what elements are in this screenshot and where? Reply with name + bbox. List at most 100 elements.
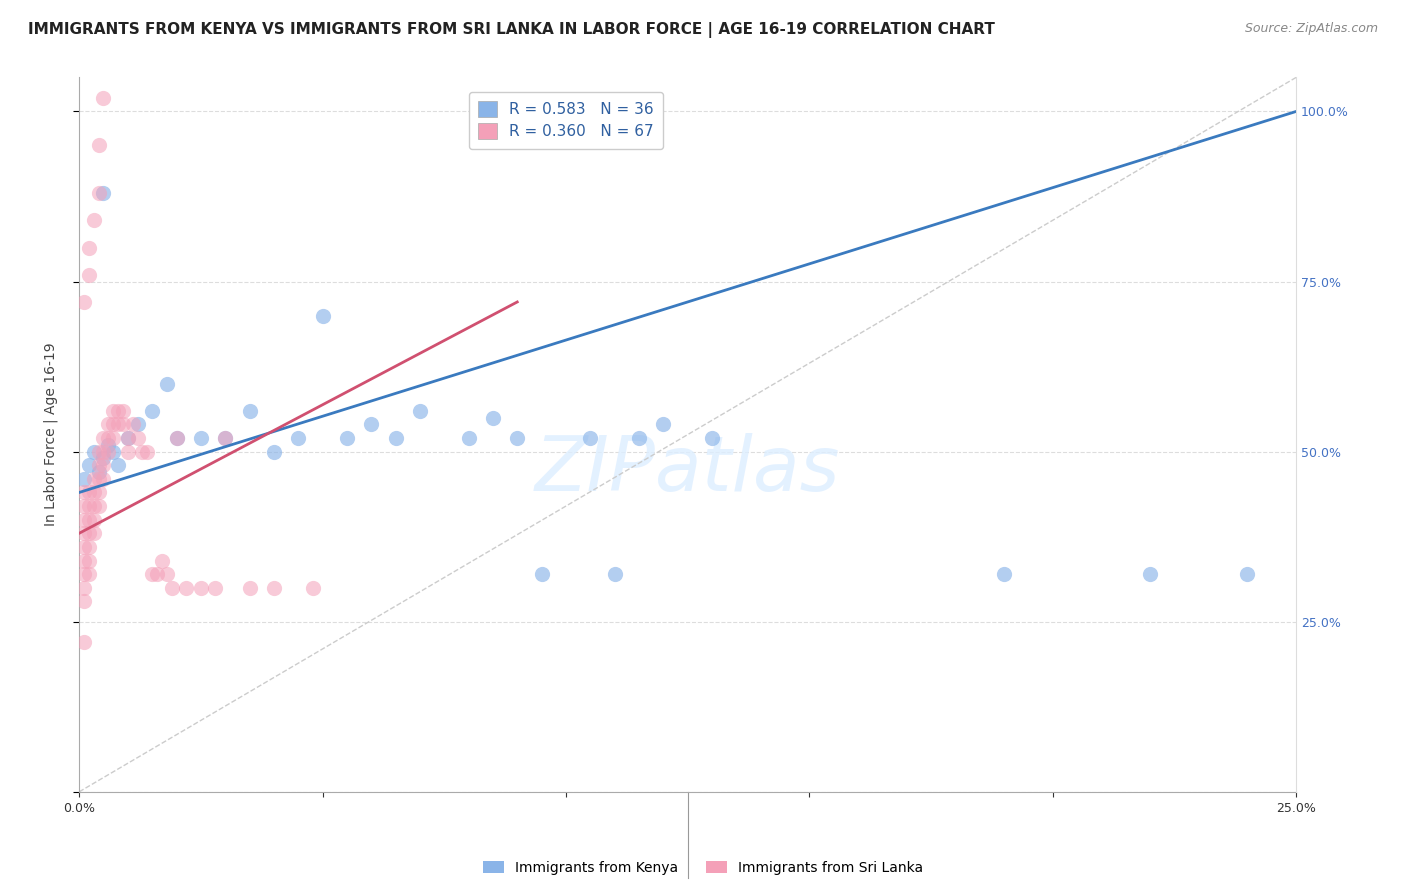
Point [87,485,110,500]
Text: Source: ZipAtlas.com: Source: ZipAtlas.com [1244,22,1378,36]
Point [83,213,105,227]
Point [311,309,333,323]
Point [263,581,285,595]
Point [73,513,96,527]
Point [141,404,163,418]
Point [127,417,149,432]
Point [97,431,120,445]
Point [87,472,110,486]
Point [238,404,260,418]
Point [97,417,120,432]
Point [77,567,100,582]
Point [131,444,153,458]
Point [73,485,96,500]
Point [93,431,115,445]
Legend: Immigrants from Kenya, Immigrants from Sri Lanka: Immigrants from Kenya, Immigrants from S… [478,855,928,880]
Point [204,581,226,595]
Point [73,472,96,486]
Point [457,431,479,445]
Point [77,526,100,541]
Point [482,410,505,425]
Point [409,404,432,418]
Point [111,417,134,432]
Point [77,485,100,500]
Point [111,404,134,418]
Point [156,567,179,582]
Point [107,458,129,473]
Point [93,472,115,486]
Point [83,485,105,500]
Point [77,540,100,554]
Point [77,513,100,527]
Point [83,513,105,527]
Point [214,431,236,445]
Point [83,526,105,541]
Point [77,458,100,473]
Point [603,567,626,582]
Point [1236,567,1258,582]
Point [150,553,173,567]
Point [103,417,125,432]
Text: ZIPatlas: ZIPatlas [534,434,841,508]
Point [93,444,115,458]
Point [117,431,139,445]
Point [287,431,309,445]
Point [77,499,100,513]
Point [93,186,115,200]
Point [87,458,110,473]
Point [156,376,179,391]
Point [73,567,96,582]
Point [136,444,159,458]
Point [73,581,96,595]
Point [579,431,602,445]
Point [121,417,143,432]
Point [87,444,110,458]
Point [993,567,1015,582]
Point [214,431,236,445]
Point [530,567,553,582]
Point [83,499,105,513]
Point [107,404,129,418]
Point [83,472,105,486]
Point [73,295,96,310]
Point [77,268,100,282]
Point [107,417,129,432]
Point [97,438,120,452]
Point [93,91,115,105]
Point [83,444,105,458]
Point [166,431,188,445]
Point [93,451,115,466]
Point [77,241,100,255]
Point [87,499,110,513]
Point [103,431,125,445]
Point [103,404,125,418]
Point [87,186,110,200]
Point [127,431,149,445]
Point [117,431,139,445]
Legend: R = 0.583   N = 36, R = 0.360   N = 67: R = 0.583 N = 36, R = 0.360 N = 67 [470,92,662,149]
Point [166,431,188,445]
Point [301,581,323,595]
Point [103,444,125,458]
Point [190,581,212,595]
Point [700,431,723,445]
Point [97,444,120,458]
Point [174,581,197,595]
Point [263,444,285,458]
Point [360,417,382,432]
Point [190,431,212,445]
Y-axis label: In Labor Force | Age 16-19: In Labor Force | Age 16-19 [44,343,58,526]
Point [73,526,96,541]
Point [652,417,675,432]
Point [238,581,260,595]
Point [506,431,529,445]
Point [93,458,115,473]
Point [87,138,110,153]
Point [117,444,139,458]
Point [160,581,183,595]
Point [73,635,96,649]
Point [146,567,169,582]
Point [141,567,163,582]
Point [1139,567,1161,582]
Point [73,553,96,567]
